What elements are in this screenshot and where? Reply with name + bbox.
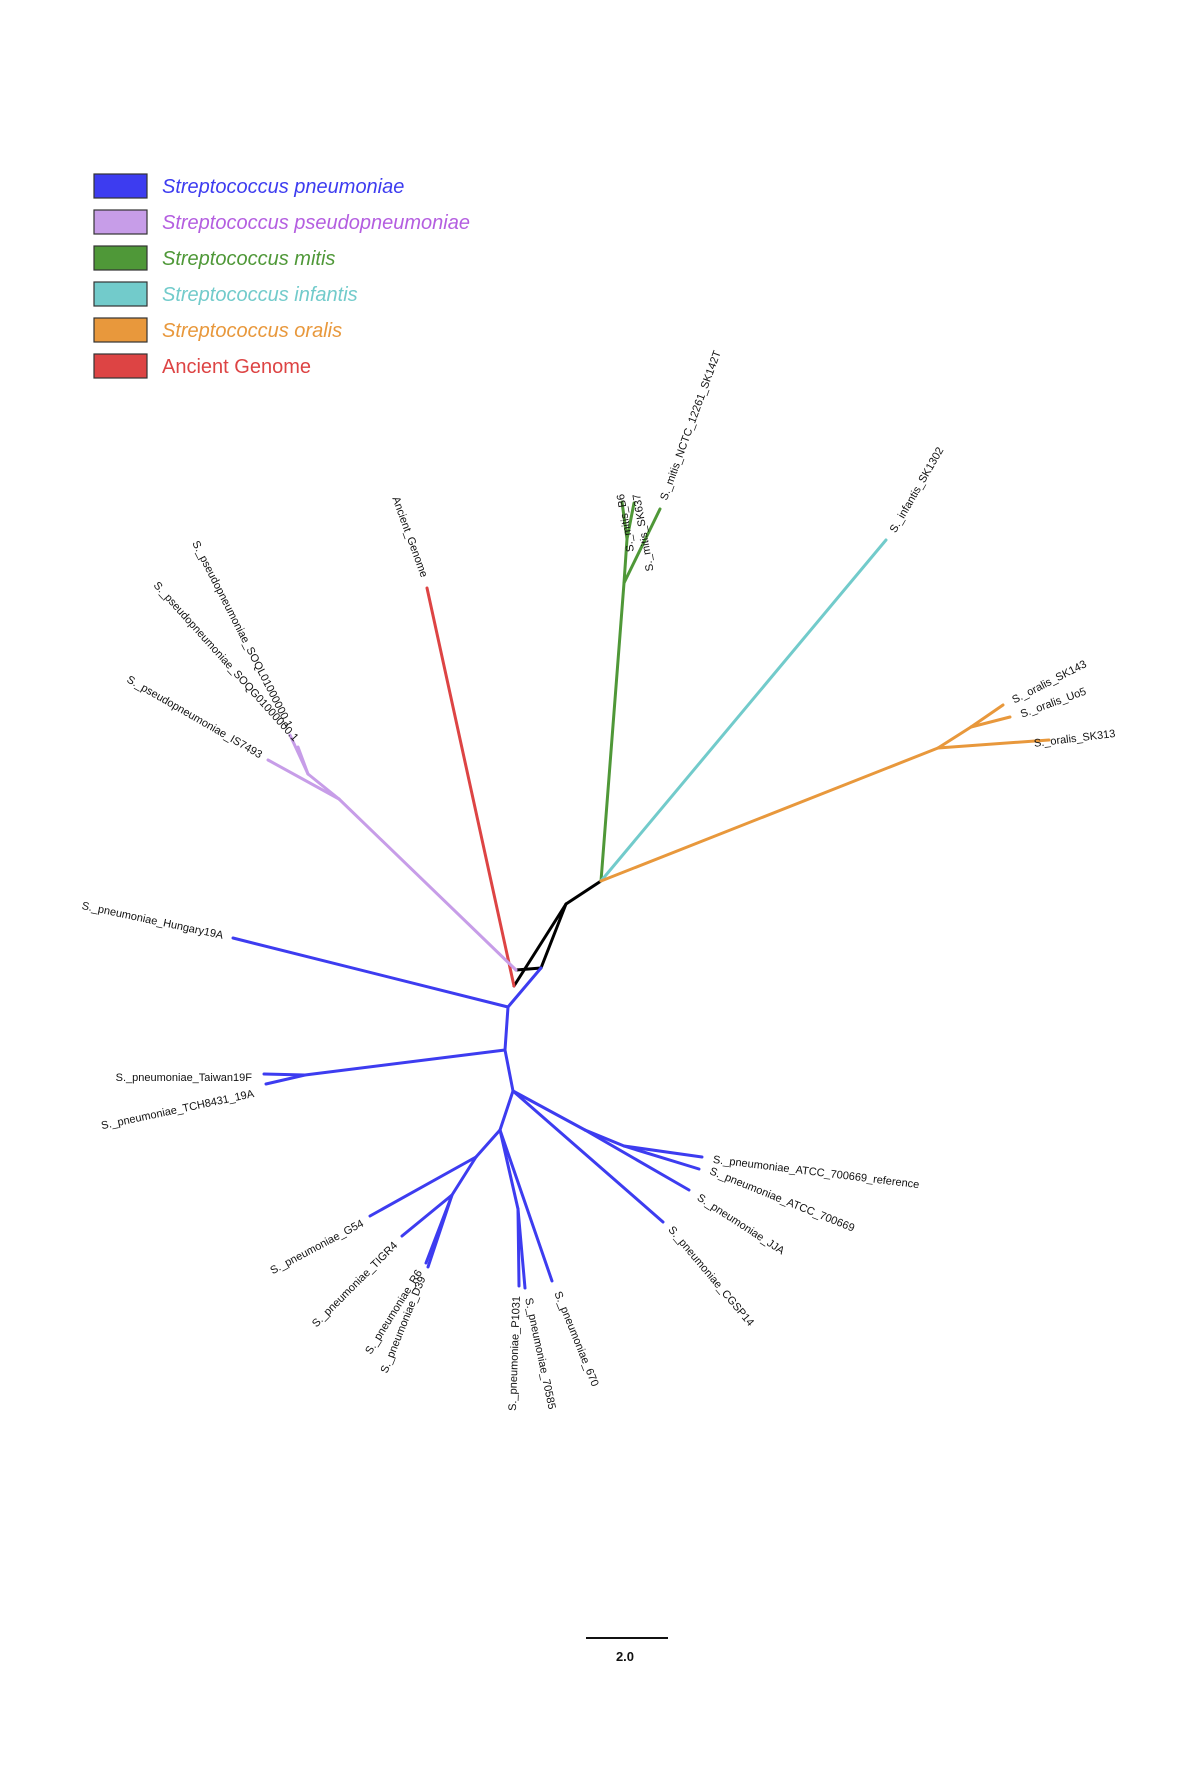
leaf-label-s-pneumoniae-670: S._pneumoniae_670: [552, 1290, 601, 1389]
leaf-label-s-pneumoniae-tch8431-19a: S._pneumoniae_TCH8431_19A: [100, 1088, 256, 1132]
legend: Streptococcus pneumoniae Streptococcus ps…: [93, 173, 470, 379]
legend-swatch: [93, 317, 148, 343]
branch-oralis: [936, 738, 1051, 750]
branch-pneumoniae: [426, 1193, 454, 1269]
branch-mitis: [599, 581, 626, 883]
branch-pneumoniae: [400, 1193, 454, 1238]
leaf-label-s-pneumoniae-g54: S._pneumoniae_G54: [268, 1218, 365, 1277]
branch-infantis: [599, 538, 888, 883]
legend-label: Streptococcus pneumoniae: [162, 176, 404, 198]
branch-pneumoniae: [262, 1072, 307, 1077]
branch-root: [539, 902, 568, 970]
branch-pneumoniae: [516, 1207, 527, 1290]
branch-pneumoniae: [498, 1128, 554, 1283]
legend-label: Ancient Genome: [162, 356, 311, 378]
legend-swatch: [93, 281, 148, 307]
branch-pneumoniae: [231, 936, 510, 1009]
legend-label: Streptococcus pseudopneumoniae: [162, 212, 470, 234]
branch-pneumoniae: [264, 1073, 307, 1086]
legend-label: Streptococcus infantis: [162, 284, 358, 306]
legend-item-streptococcus-infantis: Streptococcus infantis: [93, 281, 358, 307]
branch-pseudopneumoniae: [296, 745, 310, 776]
branch-root: [564, 879, 603, 906]
branch-root: [512, 902, 568, 988]
leaf-label-s-mitis-nctc-12261-sk142t: S._mitis_NCTC_12261_SK142T: [658, 349, 724, 502]
branch-mitis: [625, 501, 636, 541]
branch-pneumoniae: [474, 1128, 502, 1159]
branch-pneumoniae: [303, 1048, 507, 1077]
branch-pneumoniae: [511, 1089, 665, 1224]
branch-oralis: [599, 746, 940, 883]
scale-bar-label: 2.0: [616, 1649, 634, 1664]
branch-mitis: [622, 537, 629, 585]
branch-pneumoniae: [503, 1048, 515, 1093]
leaf-label-s-pneumoniae-taiwan19f: S._pneumoniae_Taiwan19F: [116, 1072, 253, 1084]
branch-mitis: [620, 500, 629, 541]
branch-pneumoniae: [622, 1144, 704, 1159]
legend-item-streptococcus-oralis: Streptococcus oralis: [93, 317, 342, 343]
leaf-label-s-pneumoniae-70585: S._pneumoniae_70585: [522, 1297, 557, 1411]
legend-label: Streptococcus mitis: [162, 248, 335, 270]
branch-pneumoniae: [506, 966, 543, 1009]
leaf-label-s-pneumoniae-cgsp14: S._pneumoniae_CGSP14: [665, 1224, 756, 1329]
branch-oralis: [969, 715, 1012, 729]
branch-pneumoniae: [511, 1089, 587, 1132]
branch-pneumoniae: [450, 1155, 478, 1197]
branch-pneumoniae: [503, 1005, 510, 1052]
branch-oralis: [969, 703, 1005, 729]
branch-pseudopneumoniae: [266, 758, 341, 801]
legend-swatch: [93, 173, 148, 199]
leaf-label-s-infantis-sk1302: S._infantis_SK1302: [888, 445, 947, 535]
branch-oralis: [936, 725, 973, 750]
legend-swatch: [93, 353, 148, 379]
leaf-label-ancient-genome: Ancient_Genome: [389, 495, 429, 579]
tree-branches: [231, 500, 1051, 1290]
legend-item-streptococcus-mitis: Streptococcus mitis: [93, 245, 335, 271]
legend-item-ancient-genome: Ancient Genome: [93, 353, 311, 379]
legend-item-streptococcus-pneumoniae: Streptococcus pneumoniae: [93, 173, 404, 199]
leaf-labels: S._mitis_B6S._mitis_SK637S._mitis_NCTC_1…: [81, 349, 1116, 1411]
legend-swatch: [93, 245, 148, 271]
branch-pneumoniae: [498, 1089, 515, 1132]
legend-item-streptococcus-pseudopneumoniae: Streptococcus pseudopneumoniae: [93, 209, 470, 235]
branch-pneumoniae: [583, 1128, 691, 1192]
legend-swatch: [93, 209, 148, 235]
leaf-label-s-oralis-sk313: S._oralis_SK313: [1033, 728, 1116, 750]
branch-pneumoniae: [622, 1144, 701, 1171]
branch-mitis: [622, 507, 662, 585]
branch-pneumoniae: [368, 1155, 478, 1218]
branch-root: [514, 966, 543, 972]
legend-label: Streptococcus oralis: [162, 320, 342, 342]
leaf-label-s-pneumoniae-hungary19a: S._pneumoniae_Hungary19A: [81, 900, 225, 942]
branch-ancient: [425, 586, 516, 988]
branch-pseudopneumoniae: [337, 797, 518, 972]
leaf-label-s-pneumoniae-p1031: S._pneumoniae_P1031: [507, 1296, 523, 1411]
scale-bar: 2.0: [586, 1637, 668, 1664]
